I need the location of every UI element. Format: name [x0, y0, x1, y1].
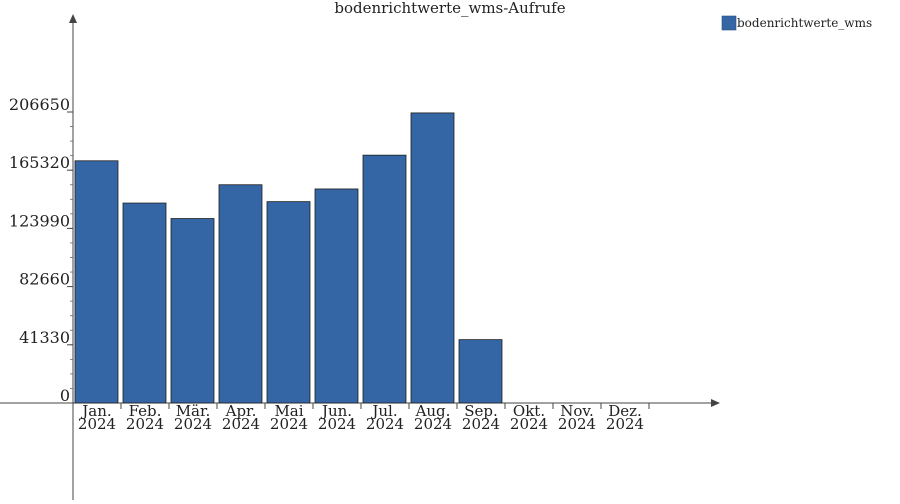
x-tick-label-year: 2024: [366, 415, 404, 433]
bar: [218, 184, 263, 404]
bar: [410, 112, 455, 404]
bar: [266, 201, 311, 404]
x-tick-label-year: 2024: [318, 415, 356, 433]
legend: bodenrichtwerte_wms: [721, 15, 872, 31]
x-tick-label-month: Jun.: [320, 402, 352, 420]
bar: [458, 339, 503, 404]
x-tick-label-month: Dez.: [608, 402, 642, 420]
x-tick-label-year: 2024: [78, 415, 116, 433]
bar: [362, 154, 407, 404]
y-axis-arrow: [69, 14, 77, 23]
y-tick-label: 41330: [19, 328, 70, 347]
x-tick-label-month: Feb.: [129, 402, 162, 420]
x-tick-label-month: Apr.: [225, 402, 257, 420]
x-tick-label-month: Aug.: [415, 402, 451, 420]
legend-swatch: [721, 15, 737, 31]
x-tick-label-year: 2024: [462, 415, 500, 433]
x-tick-label-month: Okt.: [513, 402, 545, 420]
x-tick-label-year: 2024: [558, 415, 596, 433]
x-tick-label-month: Jan.: [80, 402, 111, 420]
y-tick-label: 0: [60, 386, 70, 405]
y-axis-tick-labels: 0 41330 82660 123990 165320 206650: [9, 95, 70, 405]
bar: [314, 188, 359, 404]
bar: [122, 202, 167, 404]
x-tick-label-month: Mai: [274, 402, 303, 420]
y-tick-label: 165320: [9, 153, 70, 172]
bar: [170, 218, 215, 404]
legend-label: bodenrichtwerte_wms: [737, 16, 872, 30]
bars: [74, 112, 503, 404]
y-tick-label: 123990: [9, 211, 70, 230]
x-tick-label-year: 2024: [222, 415, 260, 433]
chart-title: bodenrichtwerte_wms-Aufrufe: [334, 0, 565, 17]
bar: [74, 160, 119, 404]
y-tick-label: 206650: [9, 95, 70, 114]
x-tick-label-year: 2024: [174, 415, 212, 433]
x-tick-label-month: Jul.: [370, 402, 397, 420]
x-tick-label-year: 2024: [606, 415, 644, 433]
x-axis-tick-labels: Jan.2024Feb.2024Mär.2024Apr.2024Mai2024J…: [78, 402, 644, 433]
x-tick-label-month: Sep.: [464, 402, 498, 420]
x-tick-label-month: Nov.: [560, 402, 594, 420]
x-tick-label-month: Mär.: [176, 402, 211, 420]
x-tick-label-year: 2024: [126, 415, 164, 433]
y-tick-label: 82660: [19, 270, 70, 289]
x-tick-label-year: 2024: [414, 415, 452, 433]
x-tick-label-year: 2024: [510, 415, 548, 433]
x-tick-label-year: 2024: [270, 415, 308, 433]
x-axis-arrow: [711, 399, 720, 407]
